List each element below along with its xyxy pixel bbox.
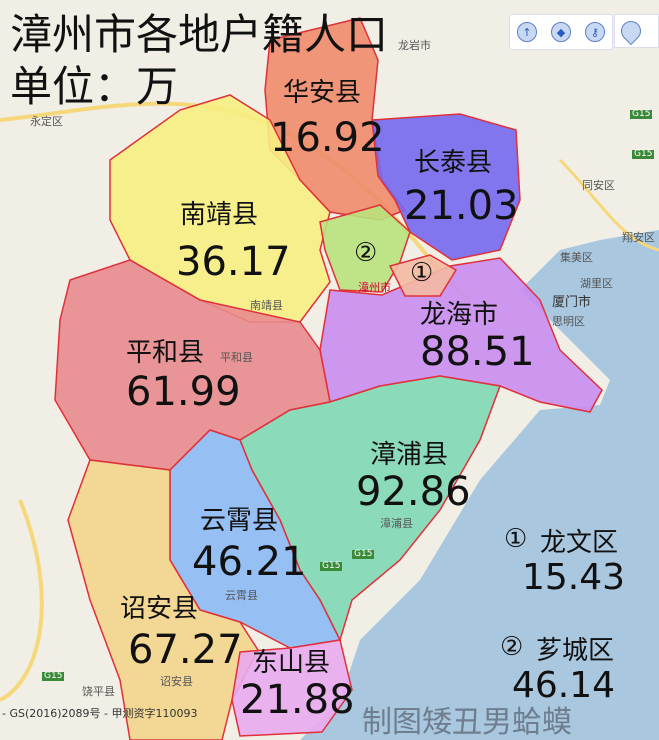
legend-mark-xiangcheng: ② <box>500 632 524 662</box>
highway-shield: G15 <box>632 149 655 159</box>
key-icon[interactable]: ⚷ <box>585 22 605 42</box>
basemap-label: 翔安区 <box>622 231 655 244</box>
region-value-longhai: 88.51 <box>420 329 535 375</box>
basemap-label: 龙岩市 <box>398 39 431 52</box>
region-value-zhangpu: 92.86 <box>356 469 471 515</box>
arrow-up-icon[interactable]: ↑ <box>517 22 537 42</box>
legend-name-longwen: 龙文区 <box>540 528 619 558</box>
basemap-label: 同安区 <box>582 179 615 192</box>
road <box>0 499 44 702</box>
legend-value-longwen: 15.43 <box>522 557 626 598</box>
legend-mark-longwen: ① <box>504 524 528 554</box>
region-name-pinghe: 平和县 <box>126 338 205 368</box>
region-name-yunxiao: 云霄县 <box>200 506 279 536</box>
highway-shield: G15 <box>320 561 343 571</box>
basemap-label: 集美区 <box>560 251 593 264</box>
map-toolbar: ↑ ◆ ⚷ <box>509 14 613 50</box>
map-unit: 单位：万 <box>10 62 179 111</box>
basemap-label: 湖里区 <box>580 277 613 290</box>
map-title: 漳州市各地户籍人口 <box>10 10 389 59</box>
basemap-label: 漳州市 <box>358 281 391 294</box>
region-name-longhai: 龙海市 <box>420 300 499 330</box>
region-value-dongshan: 21.88 <box>240 677 355 723</box>
region-value-huaan: 16.92 <box>270 115 385 161</box>
highway-shield: G15 <box>42 671 65 681</box>
copyright-text: - GS(2016)2089号 - 甲测资字110093 <box>2 707 198 720</box>
basemap-label: 南靖县 <box>250 299 283 312</box>
basemap-label: 漳浦县 <box>380 517 413 530</box>
region-value-zhaoan: 67.27 <box>128 627 243 673</box>
highway-shield: G15 <box>352 549 375 559</box>
region-name-nanjing: 南靖县 <box>180 200 259 230</box>
road <box>558 158 659 252</box>
region-name-zhangpu: 漳浦县 <box>370 440 449 470</box>
marker-xiangcheng: ② <box>354 238 378 268</box>
region-changtai[interactable] <box>371 113 521 261</box>
basemap-label: 诏安县 <box>160 675 193 688</box>
region-name-huaan: 华安县 <box>283 78 362 108</box>
region-dongshan[interactable] <box>231 639 353 737</box>
marker-longwen: ① <box>410 258 434 288</box>
china-map-icon[interactable]: ◆ <box>551 22 571 42</box>
region-longwen[interactable] <box>388 254 458 297</box>
region-name-dongshan: 东山县 <box>252 648 331 678</box>
region-xiangcheng[interactable] <box>319 204 411 293</box>
watermark: 制图矮丑男蛤蟆 <box>362 705 572 740</box>
basemap-label: 思明区 <box>552 315 585 328</box>
region-value-pinghe: 61.99 <box>126 369 241 415</box>
basemap-label: 厦门市 <box>552 295 592 310</box>
basemap-label: 平和县 <box>220 351 253 364</box>
legend-value-xiangcheng: 46.14 <box>512 665 616 706</box>
basemap-label: 永定区 <box>30 115 63 128</box>
region-value-changtai: 21.03 <box>404 183 519 229</box>
region-value-yunxiao: 46.21 <box>192 539 307 585</box>
basemap-label: 饶平县 <box>82 685 115 698</box>
sea <box>300 230 659 740</box>
legend-name-xiangcheng: 芗城区 <box>536 636 615 666</box>
region-name-zhaoan: 诏安县 <box>120 594 199 624</box>
location-pin-icon[interactable] <box>616 16 646 46</box>
map-toolbar-2 <box>614 14 659 48</box>
basemap-label: 云霄县 <box>225 589 258 602</box>
highway-shield: G15 <box>630 109 653 119</box>
region-value-nanjing: 36.17 <box>176 239 291 285</box>
region-name-changtai: 长泰县 <box>414 148 493 178</box>
